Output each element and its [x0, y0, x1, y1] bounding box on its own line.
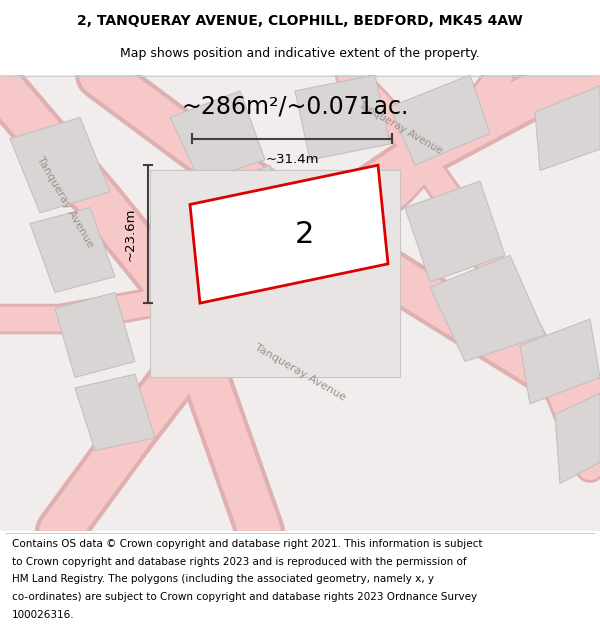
Polygon shape — [390, 75, 490, 165]
Polygon shape — [30, 208, 115, 292]
Text: Map shows position and indicative extent of the property.: Map shows position and indicative extent… — [120, 48, 480, 61]
Polygon shape — [0, 75, 600, 531]
Polygon shape — [295, 75, 390, 160]
Polygon shape — [430, 256, 545, 361]
Text: 2, TANQUERAY AVENUE, CLOPHILL, BEDFORD, MK45 4AW: 2, TANQUERAY AVENUE, CLOPHILL, BEDFORD, … — [77, 14, 523, 28]
Polygon shape — [55, 292, 135, 378]
Text: HM Land Registry. The polygons (including the associated geometry, namely x, y: HM Land Registry. The polygons (includin… — [12, 574, 434, 584]
Text: Tanqueray Avenue: Tanqueray Avenue — [253, 342, 347, 402]
Polygon shape — [535, 86, 600, 171]
Polygon shape — [10, 118, 110, 213]
Text: Tanqueray Avenue: Tanqueray Avenue — [356, 100, 444, 156]
Polygon shape — [190, 165, 388, 303]
Polygon shape — [405, 181, 505, 282]
Polygon shape — [170, 91, 265, 181]
Text: Contains OS data © Crown copyright and database right 2021. This information is : Contains OS data © Crown copyright and d… — [12, 539, 482, 549]
Polygon shape — [200, 165, 295, 266]
Polygon shape — [520, 319, 600, 404]
Polygon shape — [150, 171, 400, 378]
Polygon shape — [215, 202, 295, 277]
Text: to Crown copyright and database rights 2023 and is reproduced with the permissio: to Crown copyright and database rights 2… — [12, 556, 467, 566]
Polygon shape — [75, 374, 155, 451]
Text: ~23.6m: ~23.6m — [124, 208, 137, 261]
Text: co-ordinates) are subject to Crown copyright and database rights 2023 Ordnance S: co-ordinates) are subject to Crown copyr… — [12, 592, 477, 602]
Text: Tanqueray Avenue: Tanqueray Avenue — [35, 155, 95, 249]
Text: ~286m²/~0.071ac.: ~286m²/~0.071ac. — [181, 95, 409, 119]
Text: ~31.4m: ~31.4m — [265, 153, 319, 166]
Text: 100026316.: 100026316. — [12, 610, 74, 620]
Text: 2: 2 — [295, 219, 314, 249]
Polygon shape — [555, 393, 600, 484]
